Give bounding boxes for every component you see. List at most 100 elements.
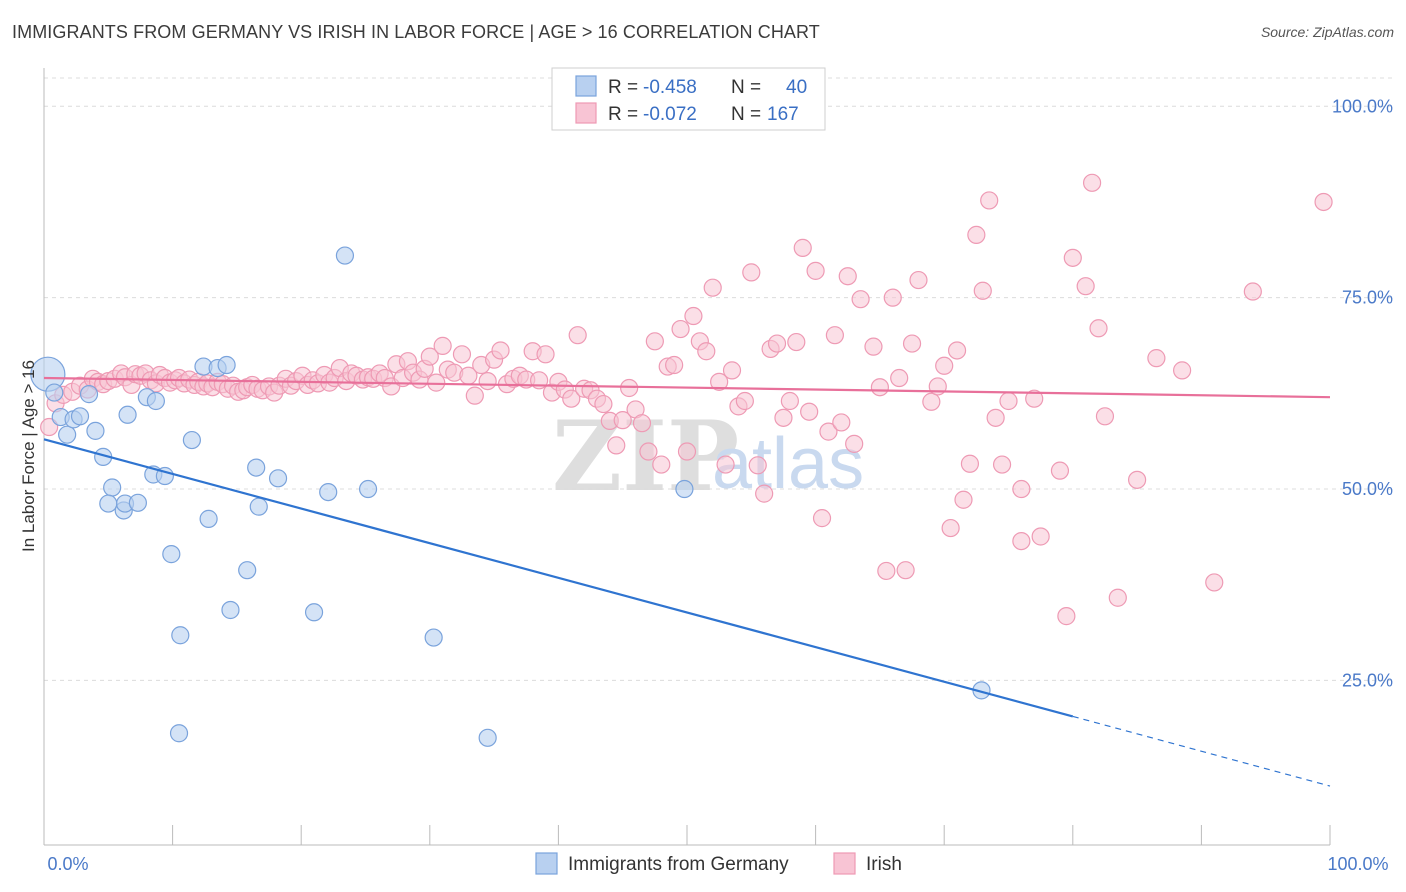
legend-r-value-irish: -0.072 (643, 104, 697, 125)
irish-point (922, 392, 941, 411)
irish-point (491, 341, 510, 360)
irish-point (851, 290, 870, 309)
irish-point (883, 288, 902, 307)
irish-point (960, 454, 980, 473)
irish-point (1095, 407, 1115, 426)
x-tick-label: 100.0% (1327, 854, 1388, 874)
irish-point (864, 337, 883, 356)
legend-r-label-germany: R = (608, 77, 638, 98)
irish-point (954, 490, 973, 509)
irish-point (1076, 277, 1095, 296)
irish-point (1050, 461, 1070, 480)
germany-point (99, 494, 118, 513)
irish-point (980, 191, 999, 210)
irish-point (1243, 282, 1262, 301)
germany-point (199, 509, 218, 528)
germany-point (217, 355, 236, 375)
irish-point (832, 413, 851, 432)
watermark-atlas: atlas (712, 424, 864, 504)
y-axis-title: In Labor Force | Age > 16 (19, 360, 38, 552)
irish-trend-line (43, 376, 1331, 399)
irish-point (1012, 479, 1031, 499)
irish-point (478, 371, 497, 391)
bottom-legend: Immigrants from Germany Irish (535, 852, 902, 875)
legend-swatch-germany (575, 75, 597, 97)
irish-point (819, 422, 838, 441)
irish-point (613, 411, 632, 430)
irish-point (722, 361, 742, 380)
irish-point (562, 389, 581, 408)
irish-point (877, 561, 896, 581)
irish-point (787, 332, 806, 352)
legend-n-value-irish: 167 (767, 104, 799, 125)
irish-point (812, 509, 832, 528)
irish-point (825, 326, 844, 345)
y-tick-label: 100.0% (1332, 96, 1393, 116)
x-tick-labels: 0.0% 100.0% (47, 854, 1388, 874)
legend: R = -0.458 N = 40 R = -0.072 N = 167 (551, 67, 826, 131)
irish-point (967, 225, 986, 244)
irish-point (452, 345, 472, 364)
trend-lines (43, 376, 1331, 787)
irish-point (1147, 349, 1166, 368)
legend-swatch-irish (575, 102, 597, 124)
irish-point (620, 378, 639, 398)
irish-point (1057, 607, 1076, 626)
irish-point (1063, 248, 1082, 267)
irish-point (1025, 389, 1044, 408)
axes (43, 68, 1331, 846)
irish-point (1012, 531, 1031, 551)
legend-n-label-germany: N = (731, 77, 761, 98)
chart-title: IMMIGRANTS FROM GERMANY VS IRISH IN LABO… (12, 22, 820, 42)
irish-point (1031, 527, 1050, 546)
irish-point (40, 417, 59, 437)
irish-point (1127, 470, 1147, 489)
irish-point (941, 518, 960, 538)
irish-point (465, 386, 484, 405)
irish-point (973, 281, 992, 300)
irish-point (594, 394, 613, 414)
germany-point (45, 383, 64, 402)
bottom-legend-label-irish: Irish (866, 854, 902, 875)
germany-point (146, 391, 165, 411)
irish-point (806, 261, 825, 280)
irish-point (909, 270, 928, 290)
irish-point (1314, 192, 1333, 212)
germany-point (169, 724, 189, 743)
irish-point (986, 408, 1005, 427)
germany-point (103, 478, 122, 497)
irish-point (1173, 361, 1192, 380)
irish-point (767, 334, 787, 353)
germany-point (79, 385, 99, 404)
germany-point (424, 628, 443, 647)
germany-point (128, 493, 147, 512)
bottom-legend-label-germany: Immigrants from Germany (568, 854, 789, 875)
germany-point (304, 603, 324, 622)
germany-point (358, 479, 378, 499)
irish-point (710, 372, 729, 391)
irish-point (845, 434, 864, 453)
irish-point (665, 355, 684, 375)
irish-point (935, 356, 954, 375)
y-tick-label: 50.0% (1342, 479, 1393, 499)
germany-trend-extension (1072, 715, 1331, 787)
germany-point (247, 458, 266, 477)
irish-point (999, 391, 1018, 411)
irish-point (947, 341, 967, 360)
irish-point (645, 332, 664, 351)
germany-point (182, 430, 201, 450)
germany-point (58, 425, 77, 444)
germany-point (478, 728, 497, 747)
legend-n-value-germany: 40 (786, 77, 807, 98)
irish-point (793, 238, 812, 257)
irish-point (677, 442, 697, 461)
irish-point (896, 561, 915, 580)
irish-point (748, 456, 767, 475)
irish-point (1089, 319, 1108, 338)
irish-point (992, 455, 1012, 474)
irish-point (902, 334, 922, 353)
germany-point (70, 407, 90, 426)
irish-point (1108, 588, 1127, 607)
irish-point (838, 267, 857, 286)
